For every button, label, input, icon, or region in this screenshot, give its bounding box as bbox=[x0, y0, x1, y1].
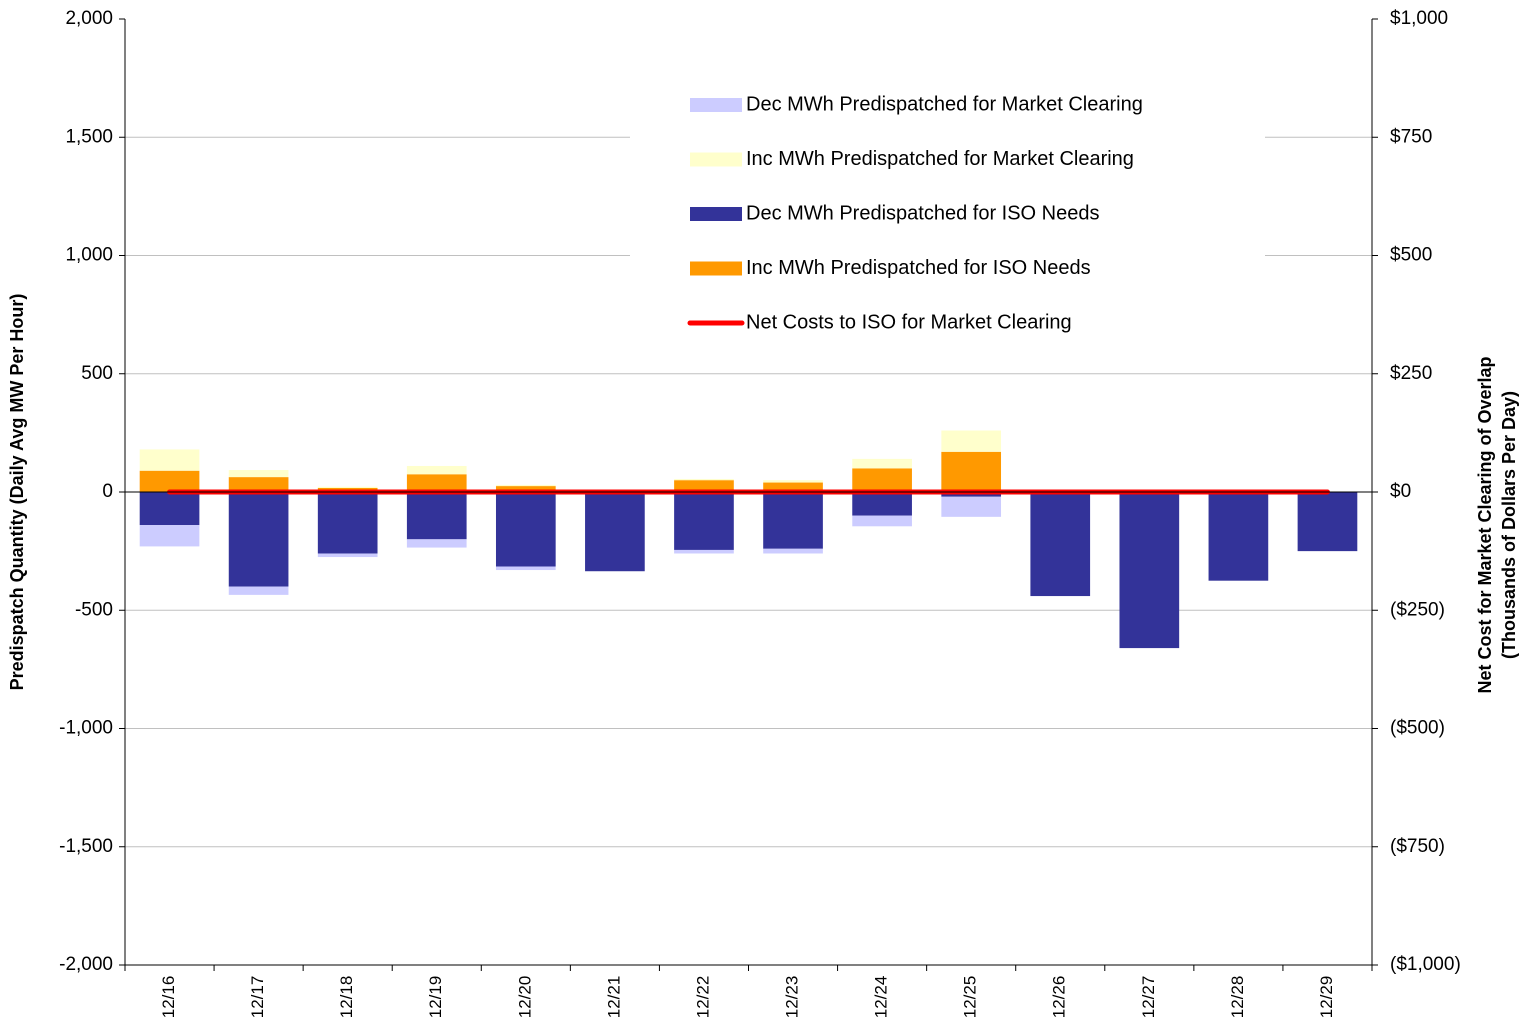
x-tick-label: 12/19 bbox=[426, 976, 445, 1019]
bar bbox=[139, 492, 200, 526]
x-tick-label: 12/24 bbox=[872, 976, 891, 1019]
y-tick-label: 500 bbox=[81, 363, 113, 384]
bar bbox=[763, 548, 823, 554]
y-tick-label: -1,500 bbox=[59, 836, 113, 857]
legend: Dec MWh Predispatched for Market Clearin… bbox=[630, 76, 1265, 350]
bar bbox=[852, 468, 912, 492]
bar bbox=[1208, 492, 1269, 581]
y2-tick-label: $500 bbox=[1390, 245, 1432, 266]
y2-tick-label: $0 bbox=[1390, 481, 1411, 502]
bar bbox=[763, 482, 823, 492]
x-tick-label: 12/20 bbox=[515, 976, 534, 1019]
y2-tick-label: $1,000 bbox=[1390, 8, 1448, 29]
bar bbox=[495, 566, 556, 571]
y-tick-label: -2,000 bbox=[59, 954, 113, 975]
x-tick-label: 12/26 bbox=[1050, 976, 1069, 1019]
y-tick-label: 1,000 bbox=[65, 245, 113, 266]
bar bbox=[228, 492, 289, 587]
y2-tick-label: $750 bbox=[1390, 126, 1432, 147]
bar bbox=[495, 486, 556, 492]
bar bbox=[139, 449, 200, 471]
y-tick-label: 0 bbox=[102, 481, 113, 502]
bar bbox=[228, 470, 289, 478]
bar bbox=[406, 474, 467, 492]
y2-tick-label: ($500) bbox=[1390, 718, 1445, 739]
bar bbox=[763, 492, 823, 549]
bar bbox=[674, 480, 734, 492]
bar bbox=[495, 492, 556, 567]
bar bbox=[674, 549, 734, 554]
y2-tick-label: $250 bbox=[1390, 363, 1432, 384]
y2-axis-title: Net Cost for Market Clearing of Overlap bbox=[1475, 356, 1495, 693]
y-axis-title: Predispatch Quantity (Daily Avg MW Per H… bbox=[7, 294, 27, 691]
x-tick-label: 12/17 bbox=[248, 976, 267, 1019]
bar bbox=[406, 492, 467, 540]
bar bbox=[406, 539, 467, 548]
legend-swatch bbox=[690, 98, 742, 112]
bar bbox=[941, 496, 1002, 517]
bar bbox=[1030, 492, 1091, 597]
bar bbox=[852, 458, 912, 469]
y-tick-label: 1,500 bbox=[65, 126, 113, 147]
bar bbox=[1119, 492, 1180, 649]
legend-label: Dec MWh Predispatched for Market Clearin… bbox=[746, 93, 1143, 115]
bar bbox=[228, 477, 289, 492]
y2-axis-title: (Thousands of Dollars Per Day) bbox=[1499, 391, 1519, 659]
x-tick-label: 12/22 bbox=[693, 976, 712, 1019]
bar bbox=[406, 465, 467, 475]
x-tick-label: 12/29 bbox=[1317, 976, 1336, 1019]
y2-tick-label: ($1,000) bbox=[1390, 954, 1461, 975]
bar bbox=[941, 451, 1002, 492]
x-tick-label: 12/21 bbox=[604, 976, 623, 1019]
bar bbox=[317, 492, 378, 554]
x-tick-label: 12/27 bbox=[1139, 976, 1158, 1019]
bar bbox=[674, 478, 734, 481]
bar bbox=[139, 470, 200, 492]
x-tick-label: 12/16 bbox=[159, 976, 178, 1019]
bar bbox=[763, 480, 823, 483]
x-tick-label: 12/28 bbox=[1228, 976, 1247, 1019]
x-tick-label: 12/23 bbox=[783, 976, 802, 1019]
bar bbox=[317, 553, 378, 558]
bar bbox=[585, 492, 645, 572]
bar bbox=[941, 430, 1002, 452]
bar bbox=[317, 486, 378, 488]
bar bbox=[674, 492, 734, 550]
legend-swatch bbox=[690, 261, 742, 276]
legend-label: Dec MWh Predispatched for ISO Needs bbox=[746, 202, 1099, 224]
y-tick-label: -500 bbox=[75, 599, 113, 620]
legend-label: Inc MWh Predispatched for ISO Needs bbox=[746, 257, 1091, 279]
bar bbox=[852, 515, 912, 527]
x-tick-label: 12/18 bbox=[337, 976, 356, 1019]
bar bbox=[228, 586, 289, 595]
x-tick-label: 12/25 bbox=[961, 976, 980, 1019]
bar bbox=[139, 525, 200, 547]
bar bbox=[495, 484, 556, 487]
y2-tick-label: ($250) bbox=[1390, 599, 1445, 620]
y-tick-label: -1,000 bbox=[59, 718, 113, 739]
legend-label: Inc MWh Predispatched for Market Clearin… bbox=[746, 148, 1134, 170]
bar bbox=[1297, 492, 1358, 552]
legend-swatch bbox=[690, 152, 742, 167]
bar bbox=[852, 492, 912, 516]
legend-label: Net Costs to ISO for Market Clearing bbox=[746, 311, 1072, 333]
y-tick-label: 2,000 bbox=[65, 8, 113, 29]
y2-tick-label: ($750) bbox=[1390, 836, 1445, 857]
legend-swatch bbox=[690, 207, 742, 221]
